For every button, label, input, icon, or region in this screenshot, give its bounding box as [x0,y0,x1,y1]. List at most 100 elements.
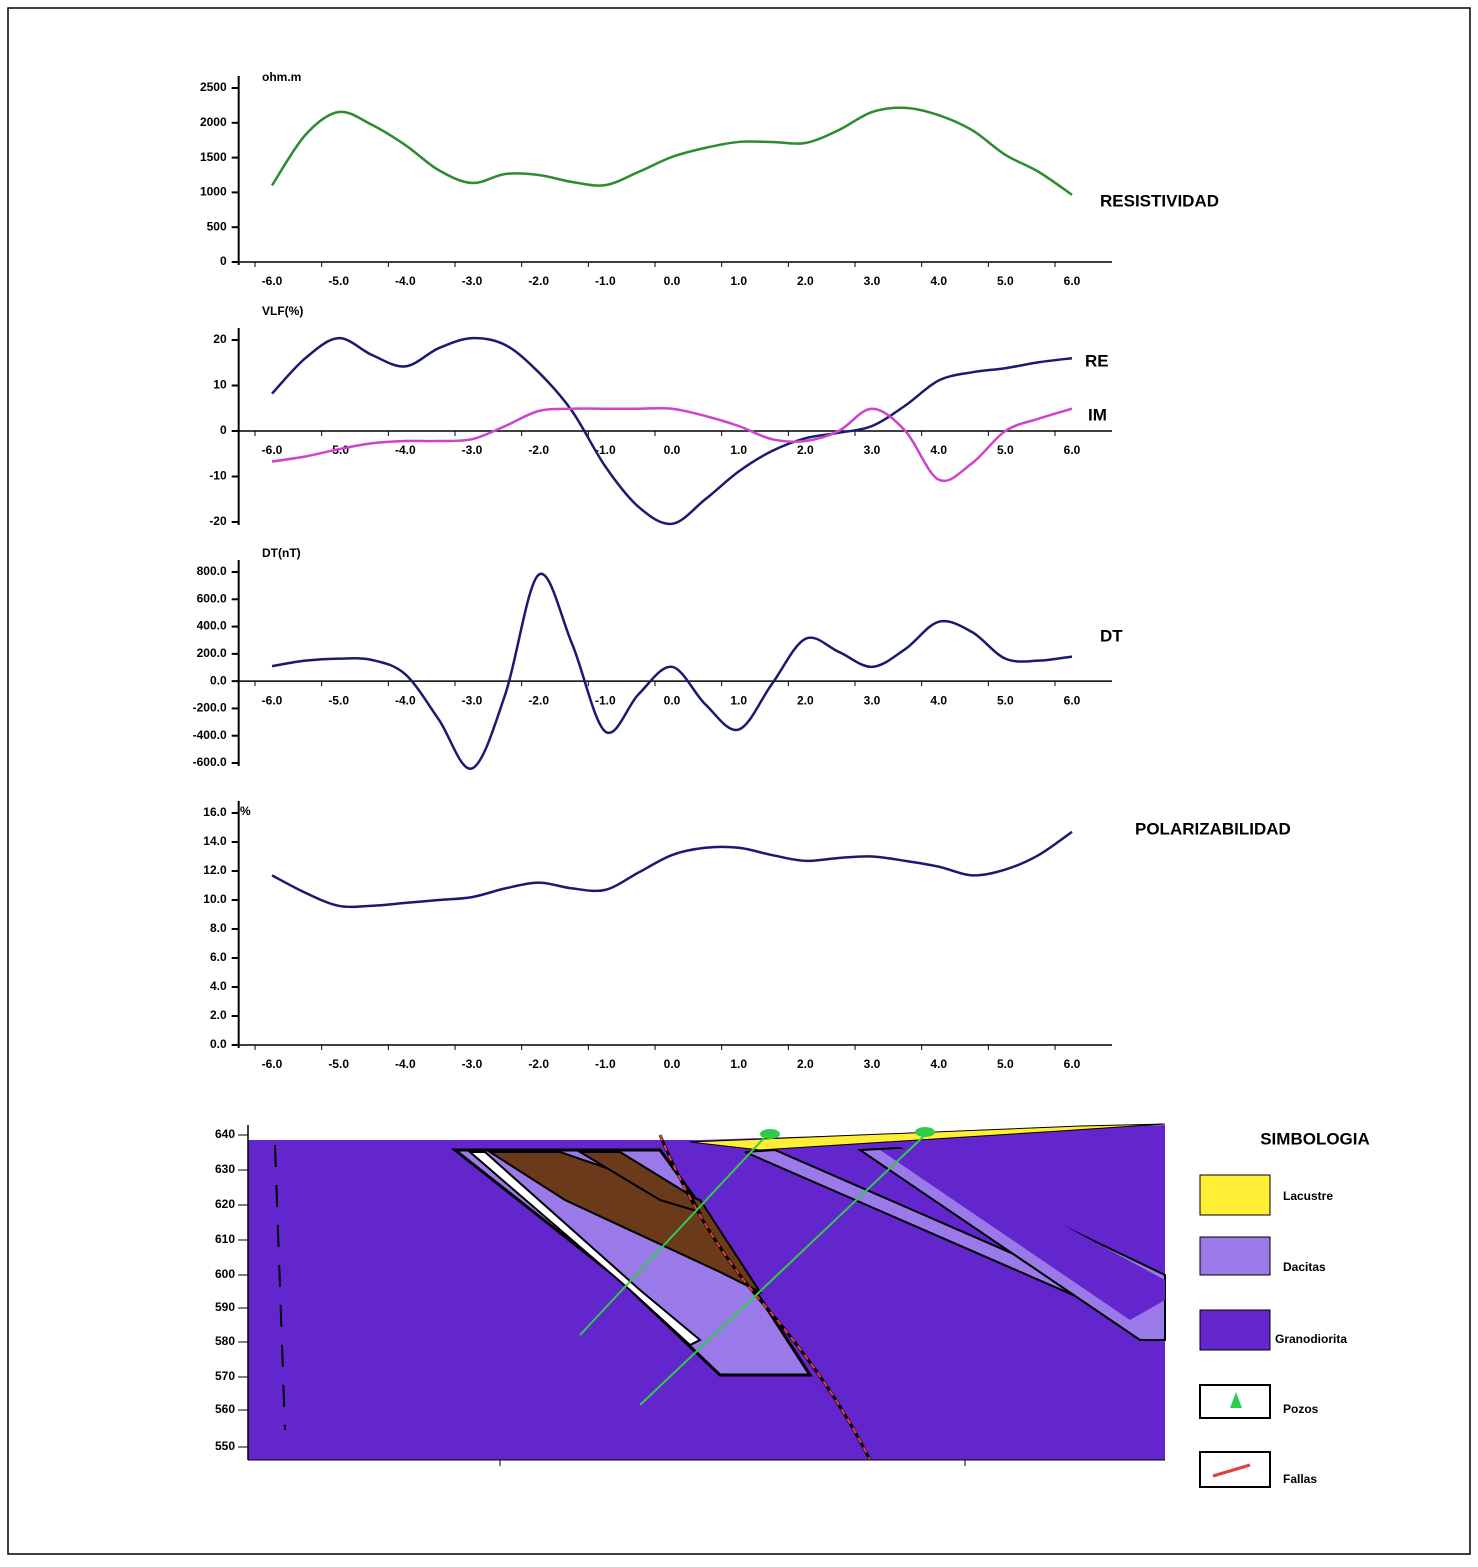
x-tick-label: 4.0 [930,274,947,288]
y-tick-label: 4.0 [210,979,227,993]
y-tick-label: 10.0 [203,892,227,906]
y-tick-label: 12.0 [203,863,227,877]
series-label: RESISTIVIDAD [1100,191,1219,210]
y-tick-label: 0 [220,254,227,268]
x-tick-label: 4.0 [930,443,947,457]
y-tick-label: 2.0 [210,1008,227,1022]
y-tick-label: 2500 [200,80,227,94]
x-tick-label: 3.0 [864,693,881,707]
well-head [915,1127,935,1137]
x-tick-label: 3.0 [864,274,881,288]
y-tick-label: 600.0 [197,591,227,605]
y-tick-label: -200.0 [193,701,227,715]
y-tick-label: 20 [213,332,227,346]
x-tick-label: 6.0 [1064,443,1081,457]
x-tick-label: 5.0 [997,443,1014,457]
x-tick-label: 2.0 [797,274,814,288]
x-tick-label: -3.0 [462,1057,483,1071]
x-tick-label: 6.0 [1064,274,1081,288]
x-tick-label: 0.0 [664,274,681,288]
section-y-label: 560 [215,1402,235,1416]
x-tick-label: 5.0 [997,274,1014,288]
y-tick-label: 800.0 [197,564,227,578]
y-tick-label: 400.0 [197,619,227,633]
x-tick-label: 2.0 [797,1057,814,1071]
x-tick-label: 4.0 [930,693,947,707]
y-tick-label: -400.0 [193,728,227,742]
series-label: RE [1085,351,1109,370]
y-tick-label: 1000 [200,185,227,199]
legend-label: Lacustre [1283,1189,1333,1203]
y-tick-label: 8.0 [210,921,227,935]
x-tick-label: -3.0 [462,443,483,457]
section-y-label: 600 [215,1267,235,1281]
section-y-label: 630 [215,1162,235,1176]
y-axis-label: DT(nT) [262,546,301,560]
legend-swatch [1200,1310,1270,1350]
x-tick-label: -1.0 [595,274,616,288]
x-tick-label: 0.0 [664,443,681,457]
x-tick-label: 2.0 [797,443,814,457]
x-tick-label: -4.0 [395,1057,416,1071]
x-tick-label: -6.0 [262,274,283,288]
y-tick-label: 0.0 [210,673,227,687]
y-tick-label: 16.0 [203,805,227,819]
y-tick-label: -20 [209,514,227,528]
x-tick-label: -4.0 [395,274,416,288]
y-tick-label: -10 [209,469,227,483]
y-tick-label: 14.0 [203,834,227,848]
x-tick-label: -5.0 [328,693,349,707]
y-tick-label: 10 [213,378,227,392]
y-axis-label: ohm.m [262,70,301,84]
y-tick-label: 2000 [200,115,227,129]
x-tick-label: -6.0 [262,693,283,707]
y-tick-label: 1500 [200,150,227,164]
x-tick-label: 6.0 [1064,1057,1081,1071]
x-tick-label: 1.0 [730,274,747,288]
x-tick-label: -2.0 [528,693,549,707]
x-tick-label: 6.0 [1064,693,1081,707]
legend-swatch [1200,1237,1270,1275]
x-tick-label: -6.0 [262,1057,283,1071]
series-label: POLARIZABILIDAD [1135,819,1291,838]
x-tick-label: 1.0 [730,1057,747,1071]
legend-label: Dacitas [1283,1260,1326,1274]
y-tick-label: 500 [207,219,227,233]
x-tick-label: 0.0 [664,1057,681,1071]
x-tick-label: 1.0 [730,443,747,457]
x-tick-label: -6.0 [262,443,283,457]
x-tick-label: 5.0 [997,1057,1014,1071]
x-tick-label: -5.0 [328,274,349,288]
x-tick-label: 1.0 [730,693,747,707]
legend-label: Fallas [1283,1472,1317,1486]
x-tick-label: 2.0 [797,693,814,707]
x-tick-label: 4.0 [930,1057,947,1071]
x-tick-label: 5.0 [997,693,1014,707]
series-label: IM [1088,405,1107,424]
legend-title: SIMBOLOGIA [1260,1129,1370,1148]
section-y-label: 550 [215,1439,235,1453]
legend-label: Granodiorita [1275,1332,1347,1346]
section-y-label: 620 [215,1197,235,1211]
x-tick-label: -2.0 [528,274,549,288]
y-tick-label: 6.0 [210,950,227,964]
x-tick-label: -2.0 [528,443,549,457]
section-y-label: 590 [215,1300,235,1314]
x-tick-label: -5.0 [328,1057,349,1071]
x-tick-label: -3.0 [462,274,483,288]
y-axis-label: % [240,804,251,818]
series-label: DT [1100,626,1123,645]
section-y-label: 610 [215,1232,235,1246]
x-tick-label: -2.0 [528,1057,549,1071]
x-tick-label: -3.0 [462,693,483,707]
x-tick-label: -1.0 [595,693,616,707]
y-axis-label: VLF(%) [262,304,303,318]
y-tick-label: -600.0 [193,755,227,769]
x-tick-label: 0.0 [664,693,681,707]
y-tick-label: 200.0 [197,646,227,660]
x-tick-label: 3.0 [864,443,881,457]
x-tick-label: 3.0 [864,1057,881,1071]
section-y-label: 640 [215,1127,235,1141]
section-y-label: 580 [215,1334,235,1348]
x-tick-label: -4.0 [395,693,416,707]
